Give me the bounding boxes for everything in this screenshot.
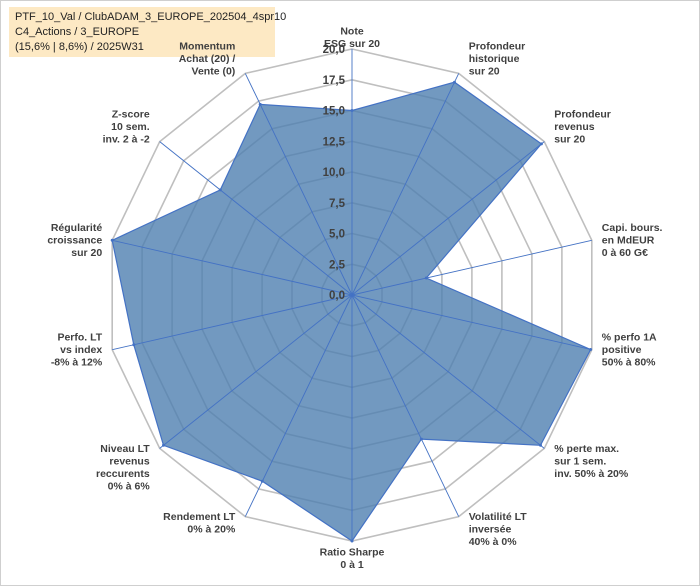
data-area bbox=[111, 81, 592, 542]
data-point bbox=[424, 276, 428, 280]
info-line-2: C4_Actions / 3_EUROPE bbox=[15, 26, 140, 38]
data-point bbox=[350, 109, 354, 112]
axis-label: Volatilité LT inversée 40% à 0% bbox=[469, 511, 528, 548]
axis-label: Ratio Sharpe 0 à 1 bbox=[320, 547, 385, 572]
axis-label: Profondeur historique sur 20 bbox=[469, 40, 526, 77]
axis-spoke bbox=[159, 141, 353, 296]
tick-label: 17,5 bbox=[323, 75, 346, 87]
tick-label: 5,0 bbox=[329, 229, 345, 241]
axis-label: Note ESG sur 20 bbox=[324, 26, 380, 51]
tick-label: 20,0 bbox=[323, 44, 345, 56]
data-point bbox=[110, 238, 114, 242]
axis-label: Perfo. LT vs index -8% à 12% bbox=[51, 332, 103, 369]
axis-spoke bbox=[351, 73, 460, 296]
data-point bbox=[589, 348, 593, 351]
data-point bbox=[260, 479, 264, 483]
axis-label: Rendement LT 0% à 20% bbox=[163, 511, 236, 536]
data-point bbox=[132, 343, 136, 347]
tick-label: 10,0 bbox=[323, 167, 345, 179]
axis-label: Z-score 10 sem. inv. 2 à -2 bbox=[103, 109, 150, 146]
tick-label: 2,5 bbox=[329, 259, 346, 271]
axis-label: % perte max. sur 1 sem. inv. 50% à 20% bbox=[554, 443, 629, 480]
axis-spoke bbox=[351, 294, 545, 449]
axis-spoke bbox=[112, 239, 353, 296]
data-point bbox=[539, 443, 542, 447]
axis-spoke bbox=[244, 294, 353, 517]
axis-label: Capi. bours. en MdEUR 0 à 60 G€ bbox=[602, 222, 663, 259]
axis-spoke bbox=[112, 294, 353, 351]
axis-label: Régularité croissance sur 20 bbox=[47, 222, 102, 259]
tick-label: 15,0 bbox=[323, 106, 345, 118]
info-line-1: PTF_10_Val / ClubADAM_3_EUROPE_202504_4s… bbox=[15, 11, 287, 23]
data-point bbox=[258, 102, 262, 106]
data-point bbox=[162, 443, 165, 447]
tick-label: 12,5 bbox=[323, 136, 346, 148]
axis-spoke bbox=[244, 73, 353, 296]
axis-spoke bbox=[351, 141, 545, 296]
tick-label: 7,5 bbox=[329, 198, 346, 210]
info-line-3: (15,6% | 8,6%) / 2025W31 bbox=[15, 41, 144, 53]
axis-spoke bbox=[159, 294, 353, 449]
axis-label: Niveau LT revenus reccurents 0% à 6% bbox=[96, 443, 150, 493]
axis-spoke bbox=[351, 239, 592, 296]
axis-label: Momentum Achat (20) / Vente (0) bbox=[179, 40, 236, 77]
axis-label: % perfo 1A positive 50% à 80% bbox=[602, 332, 657, 369]
axis-label: Profondeur revenus sur 20 bbox=[554, 109, 611, 146]
data-point bbox=[419, 437, 423, 441]
axis-spoke bbox=[351, 294, 592, 351]
data-point bbox=[218, 188, 222, 192]
data-point bbox=[539, 142, 543, 146]
info-box: PTF_10_Val / ClubADAM_3_EUROPE_202504_4s… bbox=[9, 7, 287, 57]
axis-spoke bbox=[351, 294, 460, 517]
data-point bbox=[350, 539, 354, 543]
tick-label: 0,0 bbox=[329, 290, 345, 302]
data-point bbox=[453, 80, 456, 84]
